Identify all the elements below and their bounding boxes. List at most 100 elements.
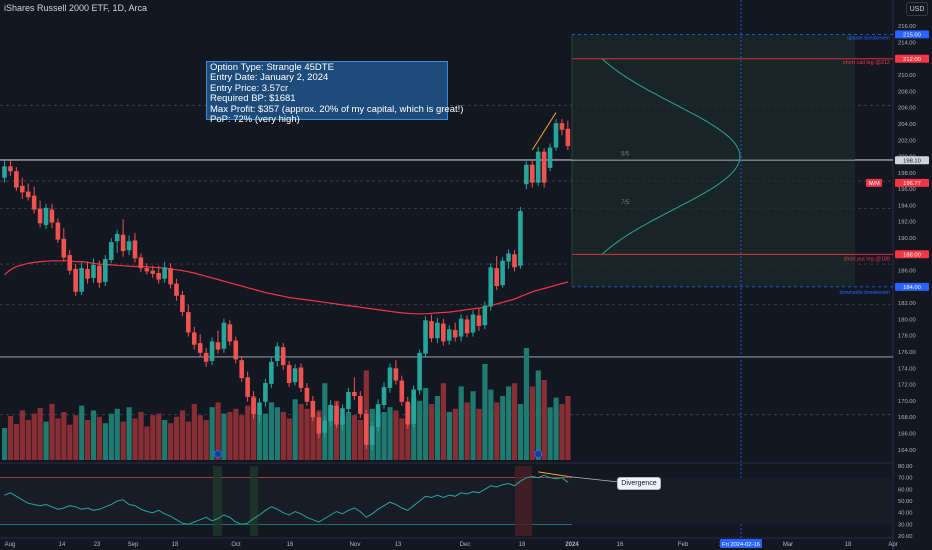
price-tick-label: 170.00	[898, 399, 916, 405]
volume-bar	[328, 405, 334, 460]
info-line: Required BP: $1681	[210, 93, 296, 105]
candle-body	[346, 391, 351, 410]
volume-bar	[470, 391, 476, 460]
candle-body	[180, 295, 185, 313]
candle-body	[269, 361, 274, 384]
candle-body	[162, 267, 167, 279]
volume-bar	[529, 386, 535, 460]
candle-body	[67, 255, 73, 271]
candle-body	[257, 402, 262, 415]
price-badge-label: 215.00	[903, 33, 921, 39]
candle-body	[358, 396, 363, 414]
time-tick-label: 14	[59, 542, 66, 548]
info-line: PoP: 72% (very high)	[210, 114, 300, 126]
currency-button[interactable]: USD	[906, 2, 928, 16]
gauss-label: 5/5	[621, 151, 630, 157]
price-tick-label: 214.00	[898, 41, 916, 47]
volume-bar	[440, 383, 447, 460]
volume-bar	[547, 407, 553, 460]
candle-body	[61, 238, 67, 258]
volume-bar	[49, 404, 55, 460]
rsi-tick-label: 50.00	[898, 499, 913, 505]
volume-bar	[173, 416, 180, 460]
time-tick-label: 18	[845, 542, 852, 548]
volume-bar	[340, 416, 346, 460]
candle-body	[446, 329, 452, 341]
volume-bar	[239, 415, 245, 460]
price-tick-label: 194.00	[898, 203, 916, 209]
candle-body	[280, 347, 286, 366]
axes: 216.00 214.00 212.00 210.00 208.00 206.00 204.…	[5, 24, 929, 548]
volume-bar	[102, 423, 109, 460]
cursor-date-badge	[720, 539, 762, 548]
candle-body	[168, 268, 173, 285]
volume-bar	[168, 423, 174, 460]
candle-body	[334, 405, 339, 425]
volume-bar	[417, 400, 423, 460]
volume-bar	[476, 408, 482, 460]
volume-bar	[126, 407, 132, 460]
candle-body	[352, 391, 357, 397]
candle-body	[239, 360, 244, 379]
volume-bar	[25, 420, 31, 460]
candle-body	[8, 166, 13, 172]
price-badge	[895, 156, 929, 165]
time-tick-label: Apr	[888, 542, 897, 548]
gauss-label: 7/5	[621, 200, 630, 206]
candle-body	[375, 404, 381, 427]
short-call-label: short call leg @212	[843, 60, 890, 66]
volume-bar	[411, 397, 417, 460]
volume-bar	[535, 370, 541, 460]
time-tick-label: Feb	[678, 542, 689, 548]
candle-body	[43, 207, 49, 225]
volume-bar	[191, 404, 197, 460]
volume-bar	[185, 421, 192, 460]
rsi-divergence-line	[538, 471, 568, 477]
volume-bar	[120, 421, 126, 460]
volume-bar	[132, 418, 138, 460]
rsi-pane	[0, 466, 893, 536]
candle-body	[369, 426, 375, 445]
candle-body	[156, 273, 161, 280]
volume-bar	[55, 418, 61, 460]
volume-bar	[292, 399, 298, 460]
candle-body	[233, 340, 239, 360]
price-tick-label: 182.00	[898, 301, 916, 307]
candle-body	[411, 389, 416, 424]
volume-bar	[517, 404, 524, 460]
price-tick-label: 178.00	[898, 334, 916, 340]
volume-bar	[452, 408, 458, 460]
volume-bar	[375, 413, 381, 460]
rsi-tick-label: 60.00	[898, 487, 913, 493]
volume-bar	[268, 402, 275, 460]
candle-body	[565, 128, 571, 146]
volume-bar	[245, 405, 251, 460]
event-marker-icon	[534, 450, 543, 458]
projection-box	[572, 34, 855, 287]
time-tick-label: Aug	[5, 542, 16, 548]
volume-bar	[73, 415, 79, 460]
candle-body	[441, 323, 446, 342]
volume-bar	[286, 418, 292, 460]
candle-body	[322, 420, 328, 433]
candle-body	[559, 123, 565, 130]
divergence-label[interactable]: Divergence	[617, 477, 661, 490]
candle-body	[97, 265, 102, 283]
volume-bar	[405, 404, 411, 460]
volume-bar	[233, 408, 239, 460]
candle-body	[417, 352, 422, 391]
candle-body	[292, 368, 298, 383]
time-tick-label: 16	[617, 542, 624, 548]
candle-body	[529, 164, 535, 183]
symbol-title: iShares Russell 2000 ETF, 1D, Arca	[4, 3, 148, 13]
candle-body	[31, 195, 37, 210]
candle-body	[263, 382, 268, 402]
volume-bar	[90, 410, 97, 460]
time-tick-label: Nov	[350, 542, 361, 548]
time-tick-label: 2024	[565, 542, 579, 548]
trade-info-box[interactable]: Option Type: Strangle 45DTE Entry Date: …	[206, 61, 463, 125]
time-tick-label: 23	[94, 542, 101, 548]
candle-body	[435, 322, 440, 339]
event-marker-icon	[213, 450, 222, 458]
